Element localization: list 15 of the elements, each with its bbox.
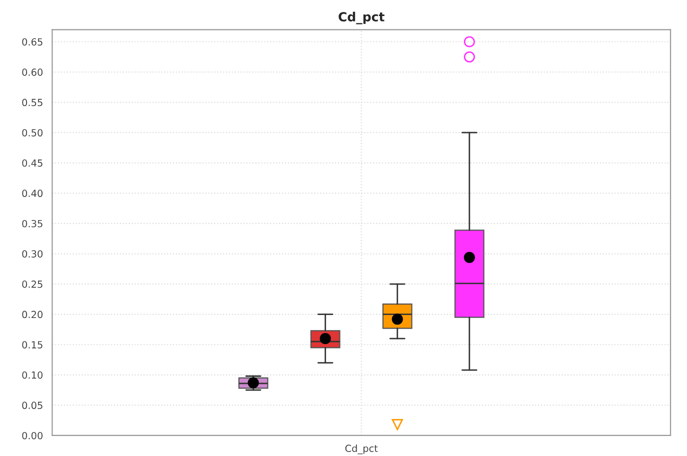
y-tick-label: 0.65 [22, 38, 42, 46]
y-tick-label: 0.00 [22, 432, 43, 440]
y-tick-label: 0.10 [22, 371, 43, 379]
chart-title: Cd_pct [338, 12, 384, 24]
y-tick-label: 0.45 [22, 159, 42, 167]
y-tick-label: 0.05 [22, 402, 42, 410]
y-tick-label: 0.30 [22, 250, 43, 258]
y-tick-label: 0.15 [22, 341, 42, 348]
y-tick-label: 0.40 [22, 190, 43, 198]
y-tick-label: 0.25 [22, 280, 42, 288]
y-tick-label: 0.60 [22, 68, 43, 76]
y-tick-label: 0.55 [22, 98, 42, 106]
y-tick-label: 0.20 [22, 310, 43, 318]
y-tick-label: 0.35 [22, 220, 42, 228]
y-tick-label: 0.50 [22, 129, 43, 136]
